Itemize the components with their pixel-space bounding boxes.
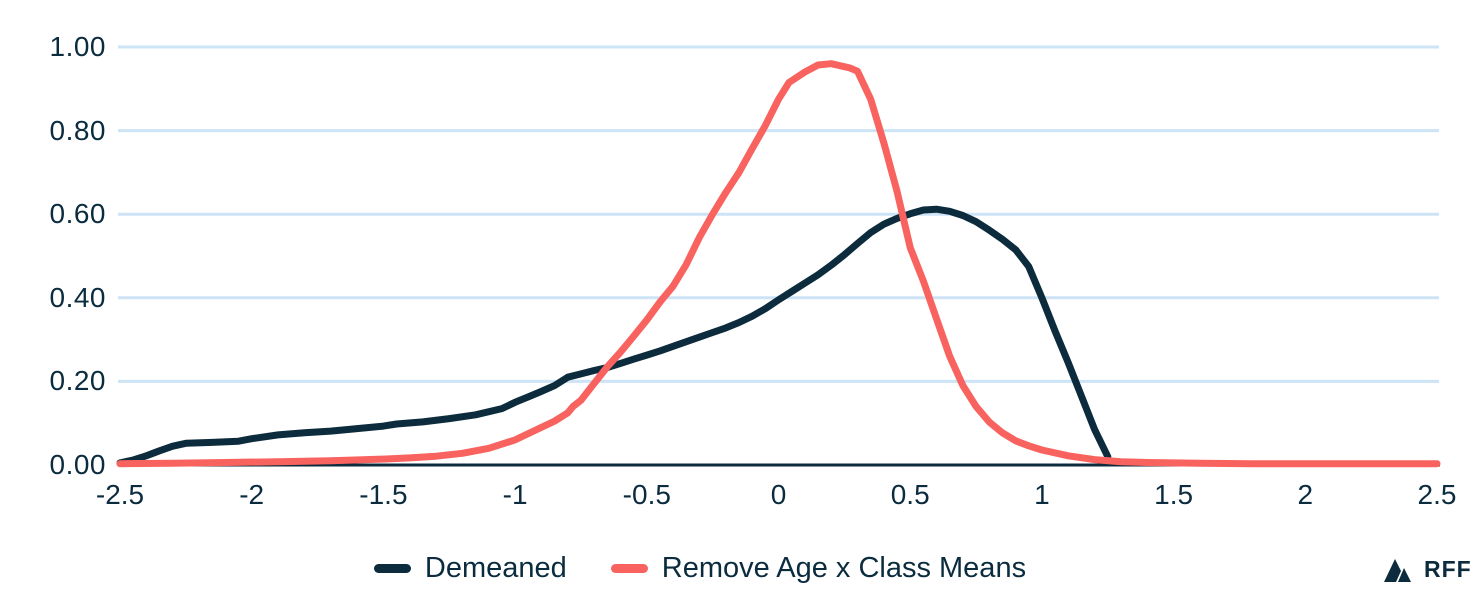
x-tick-label--0.5: -0.5 [622,479,671,510]
legend-label-demeaned: Demeaned [424,552,567,584]
x-tick-label-0: 0 [770,479,787,510]
y-tick-label-0.20: 0.20 [49,365,106,397]
remove-age-x-class-means-line-swatch [610,564,648,573]
legend: Demeaned Remove Age x Class Means [0,552,1440,585]
y-tick-label-0.60: 0.60 [49,198,106,230]
x-tick-label--1: -1 [502,479,528,510]
demeaned-curve [116,205,1112,467]
x-tick-label-1.5: 1.5 [1154,479,1194,510]
x-tick-label-0.5: 0.5 [890,479,930,510]
y-tick-label-0.00: 0.00 [49,449,106,480]
rff-logo: RFF [1384,556,1472,583]
x-tick-label-1: 1 [1034,479,1050,510]
y-tick-label-0.80: 0.80 [49,114,106,146]
legend-label-remove-age-x-class-means: Remove Age x Class Means [661,552,1027,584]
y-tick-label-1.00: 1.00 [49,31,106,62]
rff-logo-text: RFF [1424,556,1472,582]
x-tick-label--2: -2 [239,479,265,510]
x-tick-label--2.5: -2.5 [95,479,145,510]
demeaned-line-swatch [373,564,411,573]
remove-age-x-class-means-curve [116,60,1441,468]
legend-item-demeaned: Demeaned [373,552,567,585]
x-tick-label--1.5: -1.5 [359,479,408,510]
mountain-icon [1384,558,1411,582]
x-tick-label-2.5: 2.5 [1417,479,1457,510]
legend-item-remove-age-x-class-means: Remove Age x Class Means [610,552,1027,585]
y-tick-label-0.40: 0.40 [49,281,106,313]
x-tick-label-2: 2 [1297,479,1314,510]
